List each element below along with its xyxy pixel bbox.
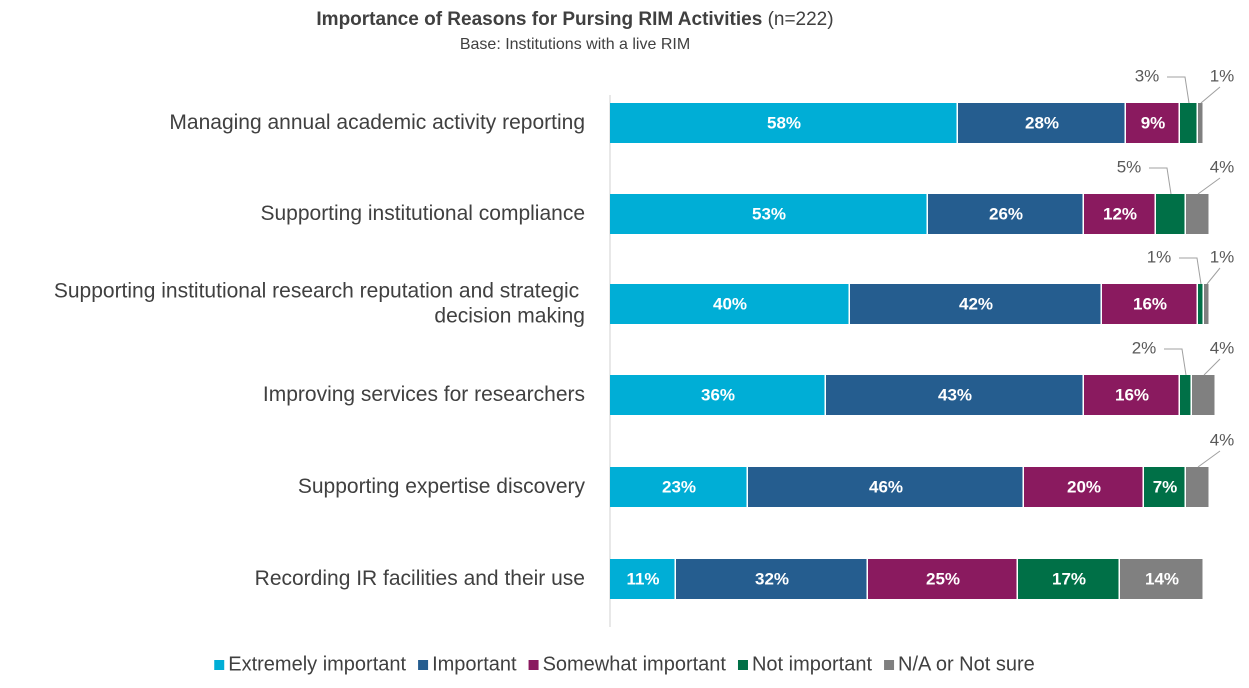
legend-label: Somewhat important	[543, 653, 727, 675]
legend-swatch	[214, 660, 225, 670]
chart-title-group: Importance of Reasons for Pursing RIM Ac…	[316, 9, 833, 30]
bar-segment	[1084, 194, 1155, 234]
bar-segment	[826, 375, 1083, 415]
bar-segment	[610, 284, 849, 324]
data-label: 17%	[1052, 569, 1086, 588]
leader-line	[1200, 86, 1221, 104]
leader-line	[1203, 358, 1221, 376]
data-label: 28%	[1025, 113, 1059, 132]
data-label: 14%	[1145, 569, 1179, 588]
leader-line	[1149, 167, 1172, 195]
leader-line	[1164, 348, 1187, 376]
data-label: 23%	[662, 477, 696, 496]
bar-segment	[928, 194, 1083, 234]
leader-line	[1167, 76, 1190, 104]
bar-segment	[1018, 559, 1119, 599]
bar-segment	[610, 194, 927, 234]
bar-segment	[1198, 284, 1203, 324]
chart-subtitle: Base: Institutions with a live RIM	[460, 36, 690, 53]
leader-line	[1206, 267, 1221, 285]
bar-segment	[958, 103, 1125, 143]
category-label: Managing annual academic activity report…	[169, 111, 585, 134]
data-label: 1%	[1210, 247, 1235, 266]
bar-segment	[1180, 103, 1197, 143]
legend-swatch	[418, 660, 429, 670]
data-label: 9%	[1141, 113, 1166, 132]
legend-swatch	[884, 660, 895, 670]
legend-swatch	[737, 660, 748, 670]
data-label: 4%	[1210, 157, 1235, 176]
leader-line	[1197, 450, 1221, 468]
data-label: 1%	[1210, 66, 1235, 85]
bar-segment	[1024, 467, 1143, 507]
bar-segment	[850, 284, 1101, 324]
data-label: 25%	[926, 569, 960, 588]
bar-segment	[1198, 103, 1203, 143]
category-label: Supporting institutional research reputa…	[54, 279, 585, 327]
bar-segment	[676, 559, 867, 599]
data-label: 36%	[701, 385, 735, 404]
category-label: Supporting institutional compliance	[260, 202, 585, 225]
data-label: 11%	[626, 569, 659, 588]
chart-title-note: (n=222)	[768, 9, 834, 30]
bar-segment	[1192, 375, 1215, 415]
bar-segment	[610, 103, 957, 143]
data-label: 20%	[1067, 477, 1101, 496]
leader-line	[1197, 177, 1221, 195]
data-label: 7%	[1153, 477, 1178, 496]
leader-line	[1179, 257, 1202, 285]
bar-segment	[1120, 559, 1203, 599]
bar-segment	[868, 559, 1017, 599]
legend-label: Important	[432, 653, 517, 675]
bar-segment	[1126, 103, 1179, 143]
data-label: 58%	[767, 113, 801, 132]
data-label: 46%	[869, 477, 903, 496]
bar-segment	[610, 467, 747, 507]
legend: Extremely important Important Somewhat imp…	[214, 653, 1035, 675]
data-label: 26%	[989, 204, 1023, 223]
bar-segment	[1186, 467, 1209, 507]
data-label: 42%	[959, 294, 993, 313]
bar-segment	[1084, 375, 1179, 415]
data-label: 43%	[938, 385, 972, 404]
bar-segment	[1144, 467, 1185, 507]
data-label: 4%	[1210, 430, 1235, 449]
bar-segment	[1102, 284, 1197, 324]
data-label: 16%	[1133, 294, 1167, 313]
data-label: 1%	[1147, 247, 1172, 266]
category-label: Supporting expertise discovery	[298, 475, 586, 498]
data-label: 5%	[1117, 157, 1142, 176]
bar-segment	[610, 559, 675, 599]
bar-segment	[1180, 375, 1191, 415]
category-label: Improving services for researchers	[263, 383, 585, 406]
legend-label: Extremely important	[228, 653, 406, 675]
data-label: 4%	[1210, 338, 1235, 357]
data-label: 32%	[755, 569, 789, 588]
data-label: 40%	[713, 294, 747, 313]
bar-segment	[1204, 284, 1209, 324]
bar-segment	[1156, 194, 1185, 234]
legend-swatch	[528, 660, 539, 670]
data-label: 12%	[1103, 204, 1137, 223]
chart-title: Importance of Reasons for Pursing RIM Ac…	[316, 9, 762, 30]
bar-segment	[1186, 194, 1209, 234]
data-label: 53%	[752, 204, 786, 223]
bar-segment	[748, 467, 1023, 507]
category-label: Recording IR facilities and their use	[255, 567, 585, 590]
legend-label: Not important	[752, 653, 872, 675]
legend-label: N/A or Not sure	[898, 653, 1035, 675]
data-label: 2%	[1132, 338, 1157, 357]
data-label: 16%	[1115, 385, 1149, 404]
data-label: 3%	[1135, 66, 1160, 85]
bar-segment	[610, 375, 825, 415]
